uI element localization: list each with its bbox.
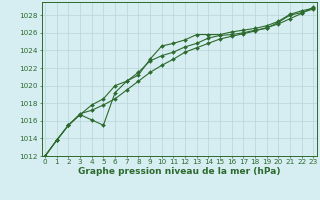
X-axis label: Graphe pression niveau de la mer (hPa): Graphe pression niveau de la mer (hPa) bbox=[78, 167, 280, 176]
